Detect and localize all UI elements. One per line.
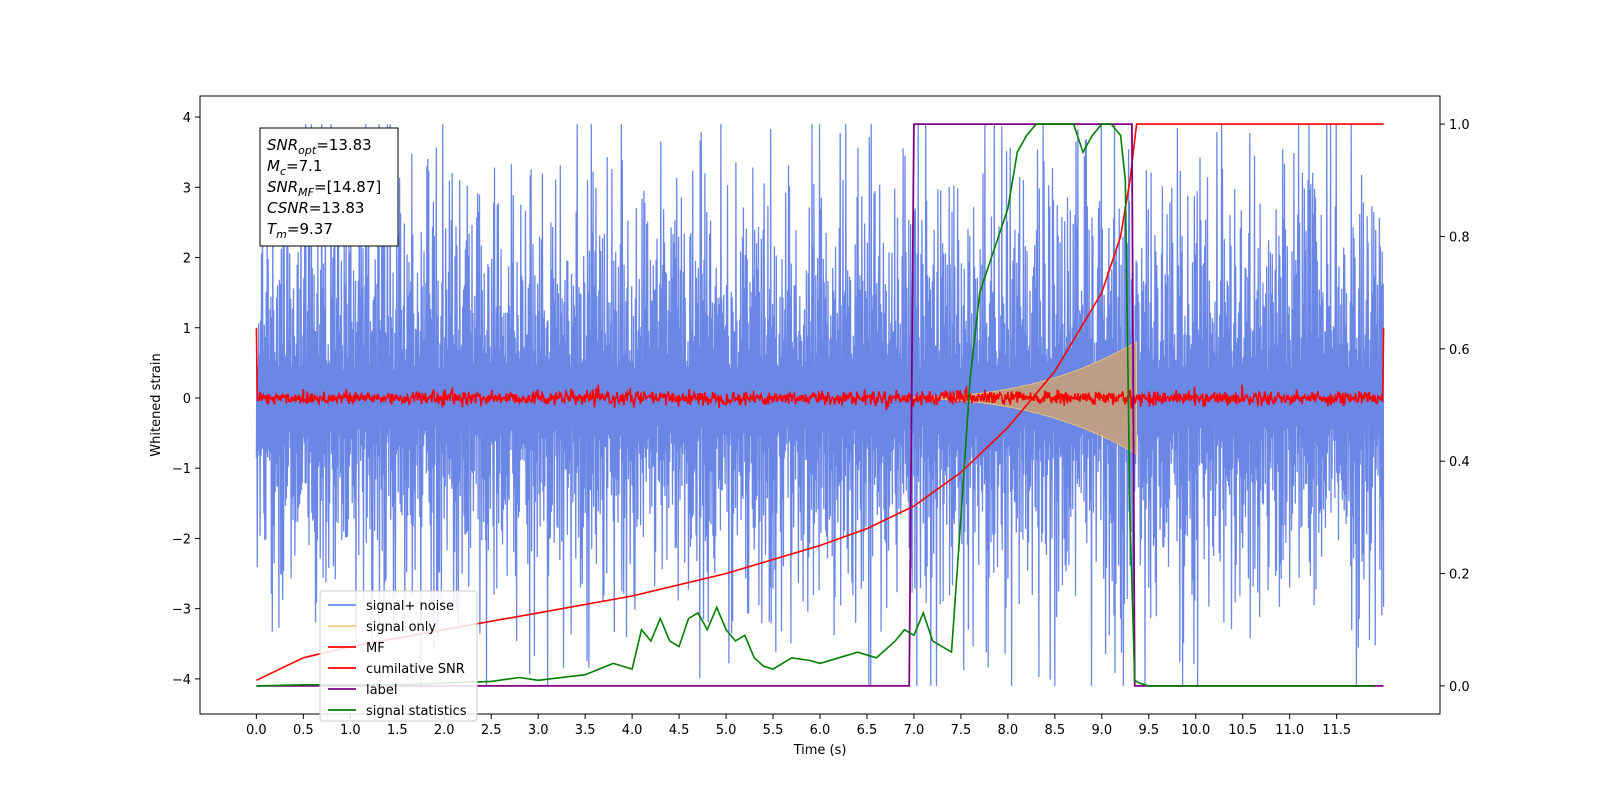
- y-left-tick-label: 4: [183, 111, 191, 126]
- legend-label: label: [366, 683, 397, 698]
- x-tick-label: 7.5: [951, 723, 972, 738]
- annotation-line: CSNR=13.83: [267, 199, 364, 217]
- x-axis: 0.0 0.5 1.0 1.5 2.0 2.5 3.0 3.5 4.0 4.5 5.0 5.5 6.0 6…: [246, 714, 1351, 738]
- x-tick-label: 5.5: [763, 723, 784, 738]
- y-left-tick-label: 3: [183, 181, 191, 196]
- y-right-tick-label: 0.0: [1449, 680, 1470, 695]
- annotation-line: Mc=7.1: [267, 157, 322, 178]
- x-tick-label: 9.0: [1091, 723, 1112, 738]
- signal-statistics-line: [256, 123, 1375, 687]
- x-tick-label: 3.0: [528, 723, 549, 738]
- x-tick-label: 10.0: [1181, 723, 1210, 738]
- legend-label: MF: [366, 641, 385, 656]
- y-left-tick-label: 1: [183, 322, 191, 337]
- y-right-tick-label: 0.4: [1449, 455, 1470, 470]
- x-tick-label: 8.5: [1045, 723, 1066, 738]
- x-tick-label: 6.5: [857, 723, 878, 738]
- annotation-line: SNRopt=13.83: [267, 136, 372, 157]
- y-right-tick-label: 0.6: [1449, 343, 1470, 358]
- signal-noise-line: [255, 124, 1385, 686]
- y-right-tick-label: 1.0: [1449, 118, 1470, 133]
- y-axis-right: 1.0 0.8 0.6 0.4 0.2 0.0: [1440, 118, 1470, 695]
- x-tick-label: 1.0: [340, 723, 361, 738]
- x-tick-label: 2.0: [434, 723, 455, 738]
- x-tick-label: 3.5: [575, 723, 596, 738]
- x-tick-label: 4.0: [622, 723, 643, 738]
- y-left-tick-label: −1: [172, 462, 191, 477]
- annotation-line: SNRMF=[14.87]: [267, 178, 381, 199]
- y-left-tick-label: −4: [172, 673, 191, 688]
- legend-label: signal statistics: [366, 704, 467, 719]
- legend-label: signal only: [366, 620, 436, 635]
- x-tick-label: 10.5: [1228, 723, 1257, 738]
- y-axis-label: Whitened strain: [149, 353, 164, 456]
- x-tick-label: 6.0: [810, 723, 831, 738]
- legend-label: signal+ noise: [366, 599, 454, 614]
- x-tick-label: 11.0: [1275, 723, 1304, 738]
- x-tick-label: 5.0: [716, 723, 737, 738]
- annotation-line: Tm=9.37: [267, 220, 333, 241]
- x-tick-label: 11.5: [1322, 723, 1351, 738]
- x-tick-label: 4.5: [669, 723, 690, 738]
- y-left-tick-label: −2: [172, 532, 191, 547]
- x-tick-label: 0.0: [246, 723, 267, 738]
- y-axis-left: 4 3 2 1 0 −1 −2 −3 −4: [172, 111, 200, 688]
- x-tick-label: 0.5: [293, 723, 314, 738]
- y-left-tick-label: 2: [183, 252, 191, 267]
- y-left-tick-label: −3: [172, 603, 191, 618]
- y-right-tick-label: 0.2: [1449, 568, 1470, 583]
- x-tick-label: 7.0: [904, 723, 925, 738]
- x-tick-label: 9.5: [1138, 723, 1159, 738]
- x-tick-label: 1.5: [387, 723, 408, 738]
- x-axis-label: Time (s): [793, 743, 847, 758]
- x-tick-label: 8.0: [998, 723, 1019, 738]
- x-tick-label: 2.5: [481, 723, 502, 738]
- legend: signal+ noise signal only MF cumilative SNR…: [319, 590, 478, 722]
- legend-label: cumilative SNR: [366, 662, 465, 677]
- y-right-tick-label: 0.8: [1449, 230, 1470, 245]
- y-left-tick-label: 0: [183, 392, 191, 407]
- annotation-box: SNRopt=13.83Mc=7.1SNRMF=[14.87]CSNR=13.8…: [259, 127, 399, 247]
- mf-line: [255, 327, 1385, 410]
